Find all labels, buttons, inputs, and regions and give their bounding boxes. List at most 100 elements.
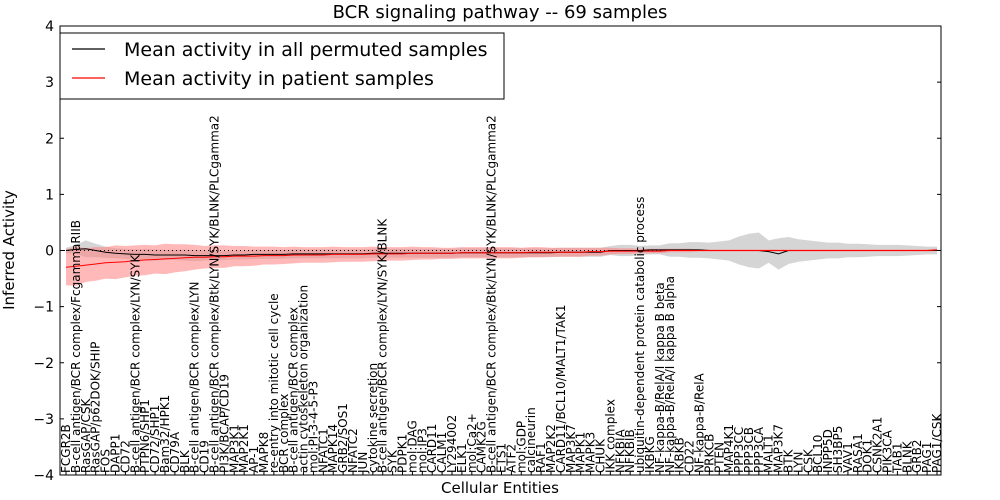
category-label: BCR complex bbox=[277, 394, 291, 473]
category-label: B-cell antigen/BCR complex/LYN/SYK/BLNK bbox=[376, 218, 390, 473]
category-label: mol:Ca2+ bbox=[465, 413, 479, 473]
category-label: RasGAP/p62DOK/SHIP bbox=[89, 342, 103, 473]
category-label: DAPP1 bbox=[109, 434, 123, 473]
category-label: SYK bbox=[386, 449, 400, 473]
category-label: MAP3K1 bbox=[227, 424, 241, 473]
category-label: GRB2 bbox=[910, 439, 924, 473]
category-label: B-cell antigen/BCR complex/Btk/LYN/SYK/B… bbox=[485, 115, 499, 473]
category-label: NFATC1 bbox=[316, 428, 330, 473]
x-axis-label: Cellular Entities bbox=[441, 479, 559, 497]
category-label: MAPK8 bbox=[257, 432, 271, 473]
category-label: CD22 bbox=[683, 440, 697, 473]
category-label: NFKBIB bbox=[623, 429, 637, 473]
legend-label-permuted: Mean activity in all permuted samples bbox=[124, 39, 487, 61]
category-label: mol:GDP bbox=[514, 421, 528, 473]
category-label: CHUK bbox=[594, 438, 608, 473]
category-label: CD72/SHP1 bbox=[148, 405, 162, 473]
category-label: SH3BP5 bbox=[831, 426, 845, 473]
category-label: MAP4K1 bbox=[722, 424, 736, 473]
category-label: re-entry into mitotic cell cycle bbox=[267, 293, 281, 473]
category-label: PI3K/BCAP/CD19 bbox=[217, 374, 231, 473]
category-label: IKBKG bbox=[643, 436, 657, 473]
legend: Mean activity in all permuted samples Me… bbox=[59, 32, 505, 100]
category-label: mol:DAG bbox=[405, 420, 419, 473]
category-label: CSK bbox=[801, 448, 815, 473]
x-axis-ticks bbox=[65, 471, 938, 475]
category-label: RAF1 bbox=[534, 442, 548, 473]
y-tick-label: −2 bbox=[33, 356, 54, 372]
category-label: PTPN6/SHP1 bbox=[138, 399, 152, 473]
y-tick-label: 4 bbox=[45, 19, 54, 35]
category-label: MAPK14 bbox=[326, 424, 340, 473]
category-label: PAG1 bbox=[920, 442, 934, 473]
category-label: DOK1 bbox=[861, 439, 875, 473]
category-label: Bam32/HPK1 bbox=[158, 395, 172, 473]
category-label: calcineurin bbox=[524, 407, 538, 473]
y-axis: 4 3 2 1 0 −1 −2 −3 −4 bbox=[33, 19, 941, 484]
legend-label-patient: Mean activity in patient samples bbox=[124, 68, 434, 90]
y-tick-label: 3 bbox=[45, 75, 54, 91]
category-label: CD72 bbox=[118, 440, 132, 473]
category-label: RasGAP/CSK bbox=[79, 398, 93, 473]
category-label: FCGR2B bbox=[59, 424, 73, 473]
category-label: BTK bbox=[782, 448, 796, 473]
category-label: PPP3CC bbox=[732, 427, 746, 473]
category-label: ELK1 bbox=[455, 443, 469, 473]
category-label: mol:IP3 bbox=[415, 428, 429, 473]
category-label: cytokine secretion bbox=[366, 363, 380, 473]
category-label: NF-kappa-B/RelA bbox=[693, 372, 707, 473]
category-label: MAP3K7 bbox=[564, 424, 578, 473]
category-label: CARD11/BCL10/MALT1/TAK1 bbox=[554, 304, 568, 473]
chart-title: BCR signaling pathway -- 69 samples bbox=[333, 2, 668, 23]
y-tick-label: 1 bbox=[45, 187, 54, 203]
line-patient bbox=[65, 249, 938, 268]
category-label: CD19 bbox=[198, 440, 212, 473]
category-label: ETS1 bbox=[495, 443, 509, 473]
category-label: PIK3CA bbox=[881, 429, 895, 473]
category-label: MALT1 bbox=[762, 434, 776, 473]
confidence-bands bbox=[66, 232, 937, 286]
category-label: PRKCB bbox=[702, 434, 716, 473]
y-tick-label: −1 bbox=[33, 300, 54, 316]
category-label: LY294002 bbox=[445, 415, 459, 473]
category-label: B-cell antigen/BCR complex/LYN bbox=[188, 281, 202, 473]
category-label: ubiquitin-dependent protein catabolic pr… bbox=[633, 197, 647, 473]
category-label: GRB2/SOS1 bbox=[336, 403, 350, 473]
category-label: AP-1 bbox=[247, 446, 261, 473]
category-label: MAPK1 bbox=[574, 432, 588, 473]
category-label: CSNK2A1 bbox=[871, 417, 885, 473]
category-label: PTEN bbox=[712, 442, 726, 473]
category-label: CAMK2G bbox=[475, 421, 489, 473]
category-label: NFATC2 bbox=[346, 428, 360, 473]
y-tick-label: 0 bbox=[45, 244, 54, 260]
category-label: MAP2K2 bbox=[544, 424, 558, 473]
category-label: INPP5D bbox=[821, 429, 835, 473]
category-label: PPP3CB bbox=[742, 427, 756, 473]
category-label: MAPK3 bbox=[584, 432, 598, 473]
category-label: CARD11 bbox=[425, 424, 439, 473]
category-label: LYN bbox=[791, 452, 805, 473]
category-label: PDPK1 bbox=[396, 434, 410, 473]
category-label: B-cell antigen/BCR complex/Btk/LYN/SYK/B… bbox=[208, 115, 222, 473]
y-axis-label: Inferred Activity bbox=[0, 190, 18, 310]
category-label: MAP2K1 bbox=[237, 424, 251, 473]
category-label: B-cell antigen/BCR complex/FcgammaRIIB bbox=[69, 220, 83, 473]
category-label: IKK complex bbox=[603, 399, 617, 473]
category-label: actin cytoskeleton organization bbox=[297, 285, 311, 473]
category-label: TAB1 bbox=[890, 443, 904, 474]
category-label: JUN bbox=[356, 452, 370, 474]
series-lines bbox=[65, 248, 938, 268]
category-label: NFKBIA bbox=[613, 429, 627, 474]
category-label: ATF2 bbox=[504, 444, 518, 473]
category-label: MAP3K7 bbox=[772, 424, 786, 473]
category-label: PPP3CA bbox=[752, 426, 766, 473]
y-tick-label: −3 bbox=[33, 412, 54, 428]
y-tick-label: 2 bbox=[45, 131, 54, 147]
category-label: RASA1 bbox=[851, 433, 865, 473]
category-label: CD79A bbox=[168, 431, 182, 473]
category-label: B-cell antigen/BCR complex/LYN/SYK bbox=[128, 254, 142, 474]
y-tick-label: −4 bbox=[33, 468, 54, 484]
category-label: BLK bbox=[178, 449, 192, 473]
